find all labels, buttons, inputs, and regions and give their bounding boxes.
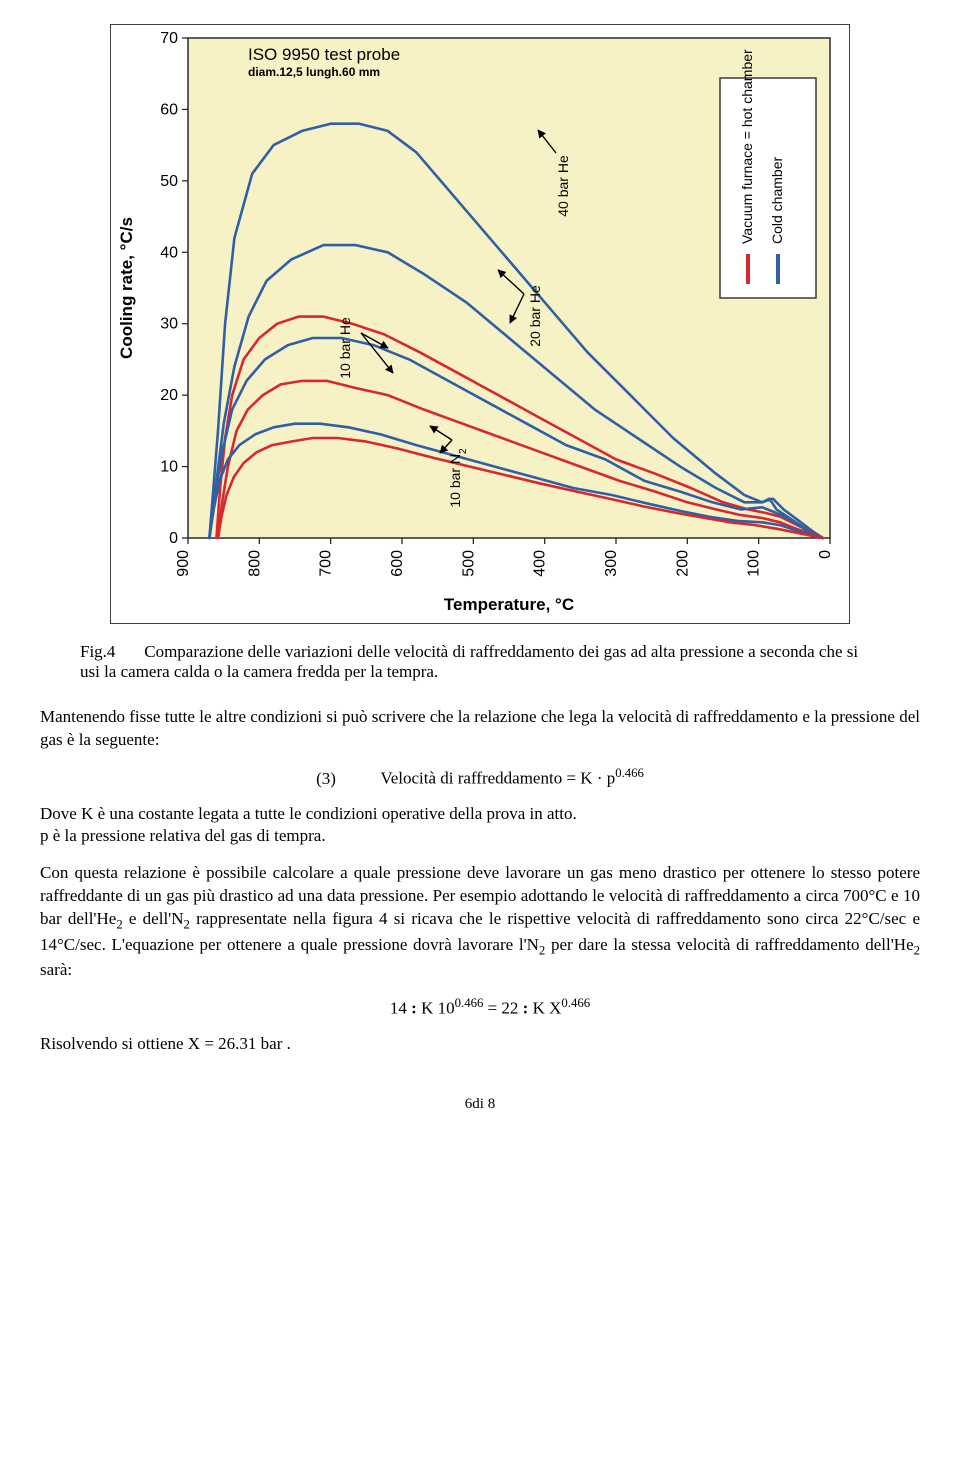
svg-text:diam.12,5 lungh.60 mm: diam.12,5 lungh.60 mm — [248, 65, 380, 79]
svg-text:40: 40 — [160, 244, 178, 261]
svg-text:600: 600 — [389, 550, 406, 577]
svg-text:700: 700 — [318, 550, 335, 577]
figure-label: Fig.4 — [80, 642, 140, 662]
equation-2: 14 : K 100.466 = 22 : K X0.466 — [40, 996, 920, 1019]
svg-text:300: 300 — [603, 550, 620, 577]
paragraph-p-def: p è la pressione relativa del gas di tem… — [40, 825, 920, 848]
paragraph-example: Con questa relazione è possibile calcola… — [40, 862, 920, 982]
svg-text:0: 0 — [817, 550, 834, 559]
svg-text:Cold chamber: Cold chamber — [769, 157, 785, 244]
svg-text:40 bar He: 40 bar He — [555, 155, 571, 217]
svg-text:400: 400 — [532, 550, 549, 577]
figure-caption: Fig.4 Comparazione delle variazioni dell… — [80, 642, 880, 682]
chart-svg: 0 10 20 30 40 50 60 70 Cooling rate, °C/s 900 800 7… — [110, 24, 850, 624]
eq2-a: 14 — [390, 999, 411, 1018]
cooling-rate-chart: 0 10 20 30 40 50 60 70 Cooling rate, °C/s 900 800 7… — [110, 24, 850, 624]
svg-text:10: 10 — [160, 459, 178, 476]
figure-text: Comparazione delle variazioni delle velo… — [80, 642, 858, 681]
svg-text:0: 0 — [169, 530, 178, 547]
eq1-number: (3) — [316, 769, 356, 789]
svg-text:ISO 9950 test probe: ISO 9950 test probe — [248, 45, 400, 64]
svg-text:500: 500 — [460, 550, 477, 577]
paragraph-intro: Mantenendo fisse tutte le altre condizio… — [40, 706, 920, 752]
eq1-expression: Velocità di raffreddamento = K · p0.466 — [360, 766, 644, 789]
svg-text:20 bar He: 20 bar He — [527, 285, 543, 347]
p3b: e dell'N — [123, 909, 184, 928]
svg-text:Cooling rate, °C/s: Cooling rate, °C/s — [117, 217, 136, 359]
eq1-lhs: Velocità di raffreddamento = K · p — [380, 769, 615, 788]
eq2-c: = 22 — [483, 999, 522, 1018]
svg-text:20: 20 — [160, 387, 178, 404]
paragraph-result: Risolvendo si ottiene X = 26.31 bar . — [40, 1033, 920, 1056]
svg-text:900: 900 — [175, 550, 192, 577]
p3e: sarà: — [40, 960, 72, 979]
eq2-e1: 0.466 — [455, 996, 484, 1010]
paragraph-k-def: Dove K è una costante legata a tutte le … — [40, 803, 920, 826]
eq1-exp: 0.466 — [615, 766, 644, 780]
svg-text:100: 100 — [746, 550, 763, 577]
eq2-expression: 14 : K 100.466 = 22 : K X0.466 — [370, 996, 590, 1019]
svg-text:70: 70 — [160, 30, 178, 47]
equation-1: (3) Velocità di raffreddamento = K · p0.… — [40, 766, 920, 789]
svg-text:50: 50 — [160, 173, 178, 190]
svg-text:30: 30 — [160, 316, 178, 333]
eq2-b: K 10 — [417, 999, 455, 1018]
page-footer: 6di 8 — [40, 1096, 920, 1113]
eq2-d: K X — [528, 999, 561, 1018]
svg-text:10 bar He: 10 bar He — [337, 317, 353, 379]
svg-text:60: 60 — [160, 101, 178, 118]
svg-text:Vacuum furnace = hot chamber: Vacuum furnace = hot chamber — [739, 49, 755, 244]
eq2-e2: 0.466 — [561, 996, 590, 1010]
svg-text:200: 200 — [674, 550, 691, 577]
svg-text:Temperature, °C: Temperature, °C — [444, 595, 574, 614]
p3d: per dare la stessa velocità di raffredda… — [545, 935, 913, 954]
svg-text:800: 800 — [246, 550, 263, 577]
